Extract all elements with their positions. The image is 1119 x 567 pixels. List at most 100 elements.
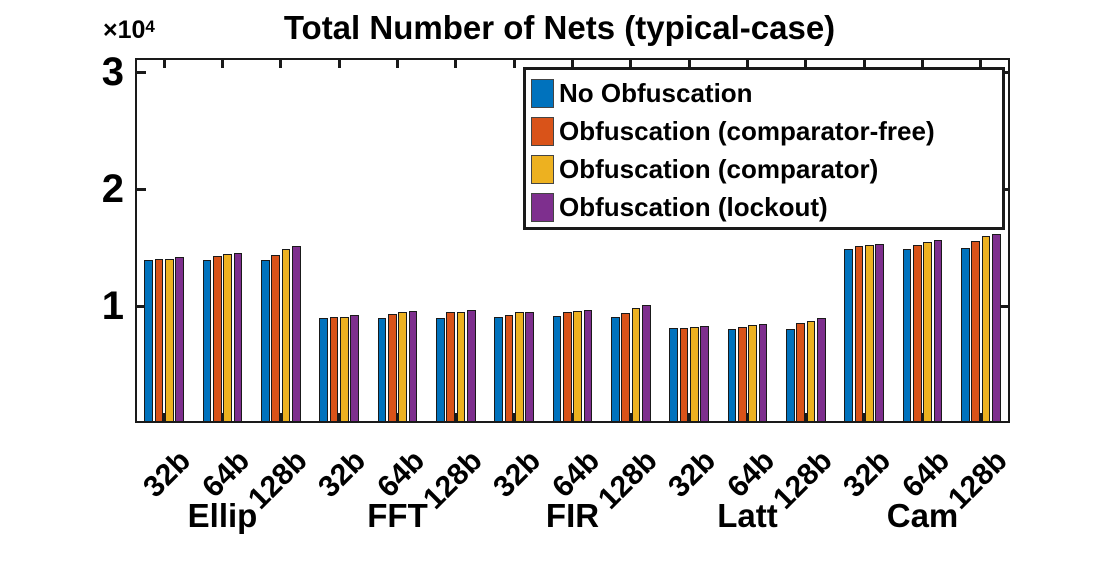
x-tick — [396, 60, 399, 68]
x-tick-label: 32b — [312, 444, 373, 504]
bar-fir-32b — [525, 311, 535, 423]
bar-fft-128b — [435, 318, 445, 423]
bar-ellip-64b — [213, 255, 222, 423]
legend-label: Obfuscation (lockout) — [559, 192, 828, 222]
bar-fft-32b — [329, 317, 339, 423]
x-tick — [804, 413, 808, 421]
x-tick — [862, 413, 866, 421]
y-tick — [137, 187, 146, 191]
y-exp-power: 4 — [145, 17, 155, 36]
y-axis-exponent-label: ×104 — [103, 16, 155, 45]
x-tick-label: 32b — [662, 444, 723, 504]
bar-ellip-128b — [260, 260, 270, 423]
x-tick — [571, 413, 574, 421]
x-tick — [454, 413, 458, 421]
bar-cam-128b — [992, 234, 1001, 423]
bar-fir-64b — [573, 311, 582, 423]
legend-label: Obfuscation (comparator) — [559, 154, 879, 184]
bar-latt-64b — [758, 324, 768, 423]
bar-cam-128b — [971, 240, 980, 423]
x-tick — [804, 60, 808, 68]
bar-fir-128b — [642, 305, 651, 423]
bar-ellip-32b — [154, 258, 164, 423]
x-tick — [979, 60, 983, 68]
x-tick — [512, 413, 516, 421]
legend: No Obfuscation Obfuscation (comparator-fr… — [523, 67, 1005, 230]
bar-latt-32b — [700, 325, 710, 423]
plot-area: No Obfuscation Obfuscation (comparator-fr… — [135, 58, 1010, 423]
chart-title: Total Number of Nets (typical-case) — [283, 9, 836, 46]
bar-fft-64b — [388, 313, 397, 423]
y-tick — [137, 70, 146, 74]
x-tick — [396, 413, 399, 421]
bar-latt-32b — [679, 328, 689, 423]
bar-fir-128b — [631, 307, 641, 423]
x-tick-label: 32b — [137, 444, 198, 504]
x-tick — [337, 60, 341, 68]
bar-ellip-128b — [292, 246, 301, 423]
x-tick — [454, 60, 458, 68]
bar-latt-128b — [785, 328, 795, 423]
bar-fft-128b — [456, 311, 466, 423]
bar-ellip-64b — [223, 253, 232, 423]
legend-swatch — [531, 192, 554, 222]
legend-item: Obfuscation (comparator) — [531, 150, 1002, 188]
x-tick — [746, 413, 749, 421]
bar-latt-64b — [727, 328, 737, 423]
x-tick — [687, 413, 691, 421]
bar-fir-64b — [583, 309, 593, 423]
legend-label: No Obfuscation — [559, 78, 753, 108]
bar-ellip-64b — [233, 252, 243, 423]
x-tick — [162, 413, 166, 421]
group-label-ellip: Ellip — [187, 497, 258, 534]
bar-fir-32b — [515, 312, 524, 423]
bar-ellip-64b — [202, 260, 212, 423]
bar-cam-32b — [875, 244, 885, 423]
legend-item: Obfuscation (comparator-free) — [531, 112, 1002, 150]
group-label-cam: Cam — [886, 497, 959, 534]
x-tick — [221, 413, 224, 421]
legend-item: No Obfuscation — [531, 74, 1002, 112]
legend-label: Obfuscation (comparator-free) — [559, 116, 935, 146]
bar-latt-64b — [748, 324, 757, 423]
x-tick — [629, 60, 633, 68]
x-tick — [512, 60, 516, 68]
bar-fir-64b — [552, 315, 562, 423]
bar-ellip-128b — [271, 255, 280, 423]
legend-item: Obfuscation (lockout) — [531, 188, 1002, 226]
x-tick — [279, 413, 283, 421]
x-tick — [162, 60, 166, 68]
y-tick-label: 2 — [101, 167, 124, 212]
bar-ellip-32b — [165, 259, 174, 423]
x-tick-label: 32b — [837, 444, 898, 504]
bar-fir-64b — [563, 312, 572, 423]
bar-fft-128b — [446, 312, 455, 423]
y-exp-base: ×10 — [103, 16, 146, 44]
x-tick — [687, 60, 691, 68]
bar-fft-64b — [408, 310, 418, 423]
y-tick-label: 1 — [101, 284, 124, 328]
bar-fft-64b — [398, 312, 407, 423]
x-tick — [921, 413, 924, 421]
bar-cam-128b — [960, 247, 970, 423]
bar-cam-32b — [844, 248, 853, 423]
x-tick — [221, 60, 224, 68]
legend-swatch — [531, 78, 554, 108]
bar-fir-32b — [494, 316, 503, 423]
x-tick — [279, 60, 283, 68]
y-tick — [137, 304, 146, 308]
group-label-fir: FIR — [545, 497, 600, 534]
bar-ellip-128b — [281, 248, 291, 423]
bar-latt-32b — [690, 327, 699, 423]
bar-latt-32b — [669, 328, 678, 423]
bar-fir-32b — [504, 315, 514, 423]
bar-fft-64b — [377, 318, 387, 423]
bar-fft-32b — [340, 316, 349, 423]
bar-cam-64b — [923, 241, 932, 423]
x-tick — [862, 60, 866, 68]
x-tick — [629, 413, 633, 421]
bar-fft-128b — [467, 309, 476, 423]
legend-swatch — [531, 116, 554, 146]
bar-cam-64b — [902, 248, 912, 423]
